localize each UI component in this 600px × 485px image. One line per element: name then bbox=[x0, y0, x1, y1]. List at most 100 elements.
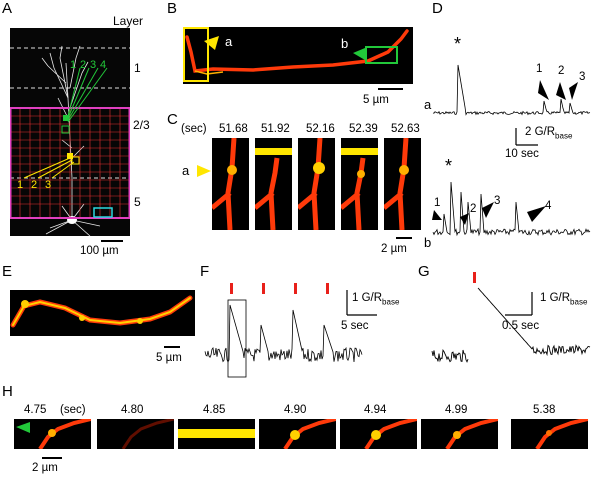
arrow-d-a-3 bbox=[569, 82, 578, 100]
scale-amp-d-text: 2 G/R bbox=[525, 126, 556, 138]
frame-c-4 bbox=[341, 138, 378, 230]
time-c-4: 52.39 bbox=[349, 123, 378, 135]
arrow-d-a-1 bbox=[538, 80, 549, 100]
time-h-1: 4.75 bbox=[24, 404, 47, 416]
time-h-2: 4.80 bbox=[121, 404, 144, 416]
arrow-c bbox=[197, 165, 211, 177]
stim-bar-f-2 bbox=[262, 283, 265, 294]
green-spot-3-label: 3 bbox=[90, 59, 97, 71]
asterisk-d-b: * bbox=[445, 156, 453, 176]
marker-b-label: b bbox=[341, 36, 349, 51]
trace-f bbox=[204, 304, 363, 363]
frame-c-3 bbox=[298, 138, 335, 230]
arrow-a-3-label: 3 bbox=[579, 71, 586, 83]
frame-h-5 bbox=[340, 419, 417, 449]
stim-bar-c-4 bbox=[341, 148, 378, 155]
time-h-5: 4.94 bbox=[364, 404, 387, 416]
time-unit-h: (sec) bbox=[60, 404, 86, 416]
time-c-3: 52.16 bbox=[306, 123, 335, 135]
time-c-2: 51.92 bbox=[261, 123, 290, 135]
arrow-b bbox=[353, 48, 365, 60]
green-spot-lines bbox=[67, 67, 108, 123]
trace-d-b bbox=[432, 181, 591, 237]
scalebar-e-label: 5 µm bbox=[156, 352, 182, 364]
time-h-6: 4.99 bbox=[445, 404, 468, 416]
dendrite-overlay-b bbox=[183, 27, 409, 82]
frame-c-2 bbox=[255, 138, 292, 230]
scale-amp-g-label: 1 G/Rbase bbox=[540, 292, 587, 308]
arrow-b-1-label: 1 bbox=[434, 197, 441, 209]
yellow-spot-2-label: 2 bbox=[31, 179, 38, 191]
scale-amp-f-label: 1 G/Rbase bbox=[352, 292, 399, 308]
arrow-d-a-2 bbox=[556, 82, 566, 100]
scale-time-f-label: 5 sec bbox=[341, 320, 369, 332]
stim-bar-h bbox=[178, 429, 255, 438]
panel-label-h: H bbox=[2, 383, 13, 400]
scale-amp-d-sub: base bbox=[555, 131, 573, 141]
frame-c-1 bbox=[212, 138, 249, 230]
frame-h-2 bbox=[97, 419, 174, 449]
scale-amp-f-text: 1 G/R bbox=[352, 292, 383, 304]
scale-amp-g-sub: base bbox=[570, 297, 588, 307]
green-spot-1-label: 1 bbox=[70, 59, 77, 71]
stim-bar-f-4 bbox=[326, 283, 329, 294]
yellow-spot-lines bbox=[23, 157, 75, 179]
arrow-h bbox=[16, 422, 30, 433]
roi-a-box bbox=[183, 27, 209, 82]
stim-bar-f-1 bbox=[230, 283, 233, 294]
time-c-5: 52.63 bbox=[391, 123, 420, 135]
panel-label-f: F bbox=[200, 263, 210, 280]
arrow-a-1-label: 1 bbox=[536, 63, 543, 75]
panel-label-e: E bbox=[2, 263, 13, 280]
green-spot-2-label: 2 bbox=[80, 59, 87, 71]
green-spot-box bbox=[61, 125, 70, 134]
arrow-d-b-4 bbox=[527, 206, 546, 222]
green-spot-marker bbox=[63, 115, 69, 121]
scale-amp-g-text: 1 G/R bbox=[540, 292, 571, 304]
layer-1-label: 1 bbox=[134, 61, 141, 75]
scalebar-b-label: 5 µm bbox=[363, 94, 389, 106]
arrow-a bbox=[204, 36, 219, 50]
frame-h-3 bbox=[178, 419, 255, 449]
zoom-box-f bbox=[227, 299, 247, 378]
trace-g bbox=[431, 287, 591, 363]
scalebar-c-label: 2 µm bbox=[381, 243, 407, 255]
arrow-a-2-label: 2 bbox=[558, 65, 565, 77]
arrow-d-b-2 bbox=[460, 213, 469, 225]
frame-h-6 bbox=[421, 419, 498, 449]
marker-a-label: a bbox=[225, 34, 233, 49]
layer-2-3-label: 2/3 bbox=[133, 118, 150, 132]
trace-a-label: a bbox=[424, 97, 432, 112]
neuron-image: 1 2 3 4 1 2 3 bbox=[10, 28, 130, 236]
roi-b-box bbox=[365, 46, 398, 64]
yellow-spot-1-label: 1 bbox=[17, 179, 24, 191]
scalebar-a-label: 100 µm bbox=[80, 245, 119, 257]
asterisk-d-a: * bbox=[454, 34, 462, 54]
yellow-spot-marker bbox=[67, 153, 73, 159]
frame-h-1 bbox=[14, 419, 91, 449]
scalebar-h bbox=[42, 457, 62, 459]
dendrite-image-e bbox=[10, 290, 195, 336]
arrow-d-b-3 bbox=[482, 202, 494, 218]
scale-time-d-label: 10 sec bbox=[505, 148, 539, 160]
green-spot-4-label: 4 bbox=[100, 59, 107, 71]
trace-d-a bbox=[432, 64, 591, 116]
marker-c-label: a bbox=[182, 163, 190, 178]
trace-b-label: b bbox=[424, 235, 432, 250]
yellow-spot-3-label: 3 bbox=[45, 179, 52, 191]
scale-amp-f-sub: base bbox=[382, 297, 400, 307]
frame-h-7 bbox=[511, 419, 588, 449]
dendrite-image-b: a b bbox=[183, 27, 413, 84]
stim-bar-c-2 bbox=[255, 148, 292, 155]
time-h-3: 4.85 bbox=[203, 404, 226, 416]
panel-label-b: B bbox=[167, 0, 178, 17]
arrow-b-3-label: 3 bbox=[494, 195, 501, 207]
scalebar-b bbox=[378, 88, 403, 90]
time-h-7: 5.38 bbox=[533, 404, 556, 416]
scale-time-g-label: 0.5 sec bbox=[502, 320, 540, 332]
stim-bar-g bbox=[473, 272, 476, 283]
